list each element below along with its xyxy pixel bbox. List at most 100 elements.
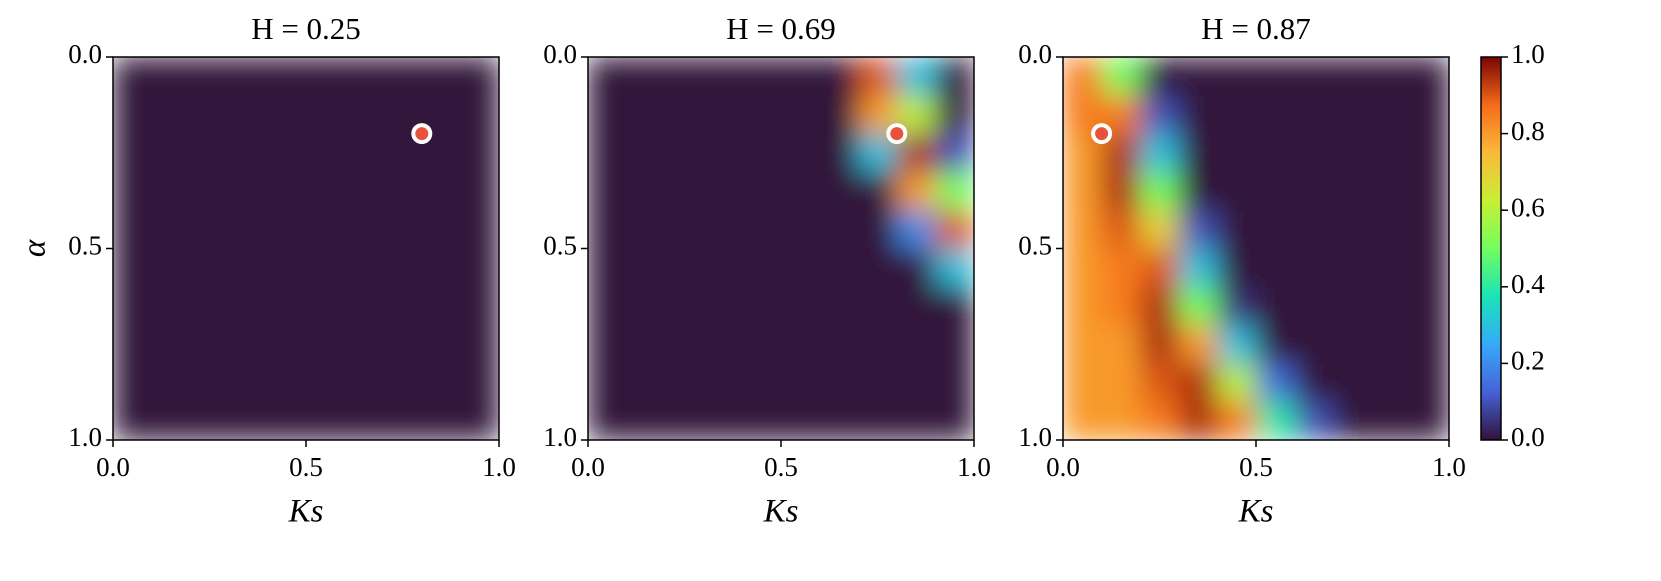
heatmap-cell bbox=[819, 210, 859, 249]
colorbar-tick-label: 0.2 bbox=[1511, 346, 1545, 376]
heatmap-cell bbox=[344, 363, 384, 403]
heatmap-cell bbox=[113, 95, 153, 135]
y-tick-label: 0.0 bbox=[543, 39, 577, 69]
heatmap-cell bbox=[383, 286, 423, 326]
heatmap-cell bbox=[665, 133, 705, 173]
heatmap-cell bbox=[267, 325, 307, 364]
heatmap-cell bbox=[1371, 325, 1411, 364]
heatmap-cell bbox=[228, 133, 268, 173]
y-tick-label: 1.0 bbox=[68, 422, 102, 452]
heatmap-cell bbox=[306, 171, 346, 211]
heatmap-cell bbox=[1178, 286, 1218, 326]
heatmap-cell bbox=[896, 401, 936, 440]
heatmap-cell bbox=[306, 57, 346, 96]
heatmap-cell bbox=[1217, 171, 1257, 211]
heatmap-cell bbox=[1217, 286, 1257, 326]
heatmap-cell bbox=[1217, 210, 1257, 249]
heatmap-cell bbox=[228, 171, 268, 211]
heatmap-cell bbox=[626, 363, 666, 403]
heatmap-cell bbox=[742, 286, 782, 326]
heatmap-cell bbox=[421, 248, 461, 288]
heatmap-cell bbox=[626, 57, 666, 96]
heatmap-cell bbox=[819, 363, 859, 403]
heatmap-cell bbox=[344, 95, 384, 135]
heatmap-cell bbox=[703, 95, 743, 135]
heatmap-cell bbox=[113, 133, 153, 173]
heatmap-cell bbox=[460, 210, 499, 249]
heatmap-cell bbox=[588, 363, 628, 403]
panel-title: H = 0.87 bbox=[1201, 11, 1311, 46]
heatmap-cell bbox=[1140, 95, 1180, 135]
heatmap-cell bbox=[1371, 57, 1411, 96]
heatmap-cell bbox=[626, 210, 666, 249]
heatmap-cell bbox=[742, 210, 782, 249]
heatmap-cell bbox=[1410, 363, 1449, 403]
heatmap-cell bbox=[819, 286, 859, 326]
heatmap-cells bbox=[1063, 57, 1449, 440]
heatmap-cell bbox=[113, 401, 153, 440]
x-tick-label: 0.5 bbox=[764, 452, 798, 482]
heatmap-cell bbox=[1256, 286, 1296, 326]
heatmap-cell bbox=[228, 363, 268, 403]
heatmap-cell bbox=[781, 325, 821, 364]
heatmap-cell bbox=[228, 248, 268, 288]
heatmap-cell bbox=[896, 325, 936, 364]
heatmap-cell bbox=[1410, 57, 1449, 96]
heatmap-cell bbox=[742, 325, 782, 364]
heatmap-cell bbox=[588, 210, 628, 249]
heatmap-cell bbox=[665, 325, 705, 364]
colorbar-tick-label: 0.4 bbox=[1511, 269, 1545, 299]
heatmap-cell bbox=[858, 171, 898, 211]
heatmap-cell bbox=[1294, 210, 1334, 249]
y-tick-label: 0.5 bbox=[68, 231, 102, 261]
heatmap-cell bbox=[1178, 363, 1218, 403]
heatmap-cell bbox=[344, 401, 384, 440]
colorbar-tick-label: 0.8 bbox=[1511, 116, 1545, 146]
heatmap-cell bbox=[626, 401, 666, 440]
heatmap-cell bbox=[1101, 248, 1141, 288]
heatmap-cell bbox=[267, 133, 307, 173]
heatmap-cell bbox=[896, 363, 936, 403]
heatmap-cell bbox=[626, 171, 666, 211]
heatmap-cell bbox=[1101, 325, 1141, 364]
heatmap-cell bbox=[1101, 171, 1141, 211]
heatmap-cell bbox=[588, 95, 628, 135]
x-tick-label: 1.0 bbox=[1432, 452, 1466, 482]
heatmap-cell bbox=[228, 210, 268, 249]
heatmap-cell bbox=[383, 363, 423, 403]
heatmap-cell bbox=[896, 248, 936, 288]
heatmap-cell bbox=[1178, 325, 1218, 364]
heatmap-cell bbox=[1101, 401, 1141, 440]
heatmap-cell bbox=[113, 171, 153, 211]
y-tick-label: 0.5 bbox=[1018, 231, 1052, 261]
heatmap-cell bbox=[742, 95, 782, 135]
heatmap-cell bbox=[819, 171, 859, 211]
heatmap-cell bbox=[781, 95, 821, 135]
heatmap-cell bbox=[1178, 133, 1218, 173]
heatmap-cell bbox=[1371, 248, 1411, 288]
heatmap-cell bbox=[858, 325, 898, 364]
heatmap-cell bbox=[344, 57, 384, 96]
heatmap-cell bbox=[588, 57, 628, 96]
heatmap-cell bbox=[1217, 248, 1257, 288]
heatmap-cell bbox=[703, 248, 743, 288]
heatmap-cell bbox=[665, 57, 705, 96]
heatmap-cell bbox=[151, 363, 191, 403]
heatmap-cell bbox=[588, 401, 628, 440]
heatmap-cell bbox=[935, 133, 974, 173]
heatmap-cell bbox=[1140, 210, 1180, 249]
heatmap-cell bbox=[267, 57, 307, 96]
heatmap-cell bbox=[1371, 401, 1411, 440]
heatmap-cell bbox=[1256, 95, 1296, 135]
heatmap-cell bbox=[151, 401, 191, 440]
heatmap-cell bbox=[228, 57, 268, 96]
heatmap-cell bbox=[1333, 95, 1373, 135]
heatmap-cell bbox=[781, 401, 821, 440]
heatmap-cell bbox=[1178, 95, 1218, 135]
heatmap-cell bbox=[460, 248, 499, 288]
heatmap-cell bbox=[421, 210, 461, 249]
heatmap-cell bbox=[113, 325, 153, 364]
heatmap-cell bbox=[1410, 171, 1449, 211]
heatmap-cell bbox=[665, 286, 705, 326]
heatmap-cell bbox=[588, 133, 628, 173]
